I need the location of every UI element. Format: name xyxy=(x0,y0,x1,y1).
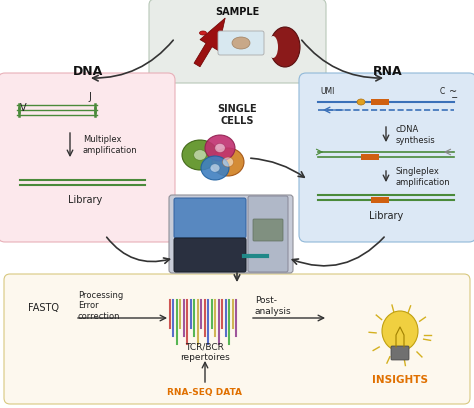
Text: INSIGHTS: INSIGHTS xyxy=(372,375,428,385)
Text: RNA-SEQ DATA: RNA-SEQ DATA xyxy=(167,388,243,397)
Ellipse shape xyxy=(210,164,220,172)
Text: Post-
analysis: Post- analysis xyxy=(255,296,292,316)
Text: DNA: DNA xyxy=(73,65,103,78)
Ellipse shape xyxy=(232,37,250,49)
FancyBboxPatch shape xyxy=(218,31,264,55)
Bar xyxy=(371,99,389,105)
Text: SAMPLE: SAMPLE xyxy=(215,7,260,17)
Ellipse shape xyxy=(200,31,207,35)
FancyBboxPatch shape xyxy=(248,196,288,272)
FancyArrow shape xyxy=(194,18,225,67)
Ellipse shape xyxy=(222,157,234,167)
Text: Singleplex
amplification: Singleplex amplification xyxy=(396,167,451,187)
Bar xyxy=(361,154,379,160)
Text: SINGLE
CELLS: SINGLE CELLS xyxy=(217,104,257,126)
Text: Processing
Error
correction: Processing Error correction xyxy=(78,291,123,321)
Text: Multiplex
amplification: Multiplex amplification xyxy=(83,135,137,155)
Ellipse shape xyxy=(212,148,244,176)
Text: UMI: UMI xyxy=(320,87,334,97)
Ellipse shape xyxy=(205,135,235,161)
Text: J: J xyxy=(89,92,91,102)
Text: TCR/BCR
repertoires: TCR/BCR repertoires xyxy=(180,342,230,362)
FancyBboxPatch shape xyxy=(174,198,246,238)
Text: ~̲: ~̲ xyxy=(449,87,457,97)
Ellipse shape xyxy=(268,36,278,58)
FancyBboxPatch shape xyxy=(253,219,283,241)
Text: cDNA
synthesis: cDNA synthesis xyxy=(396,125,436,145)
Text: RNA: RNA xyxy=(373,65,403,78)
FancyBboxPatch shape xyxy=(299,73,474,242)
Text: FASTQ: FASTQ xyxy=(28,303,59,313)
FancyBboxPatch shape xyxy=(4,274,470,404)
Text: Library: Library xyxy=(68,195,102,205)
FancyBboxPatch shape xyxy=(169,195,293,273)
FancyBboxPatch shape xyxy=(391,346,409,360)
Text: Library: Library xyxy=(369,211,403,221)
Ellipse shape xyxy=(382,311,418,351)
FancyBboxPatch shape xyxy=(0,73,175,242)
FancyBboxPatch shape xyxy=(174,238,246,272)
Text: V: V xyxy=(20,103,27,113)
Ellipse shape xyxy=(182,140,218,170)
Ellipse shape xyxy=(201,156,229,180)
Text: C: C xyxy=(439,87,445,97)
Ellipse shape xyxy=(357,99,365,105)
Bar xyxy=(371,197,389,203)
Ellipse shape xyxy=(270,27,300,67)
Ellipse shape xyxy=(215,144,225,153)
FancyBboxPatch shape xyxy=(149,0,326,83)
Ellipse shape xyxy=(194,150,206,160)
